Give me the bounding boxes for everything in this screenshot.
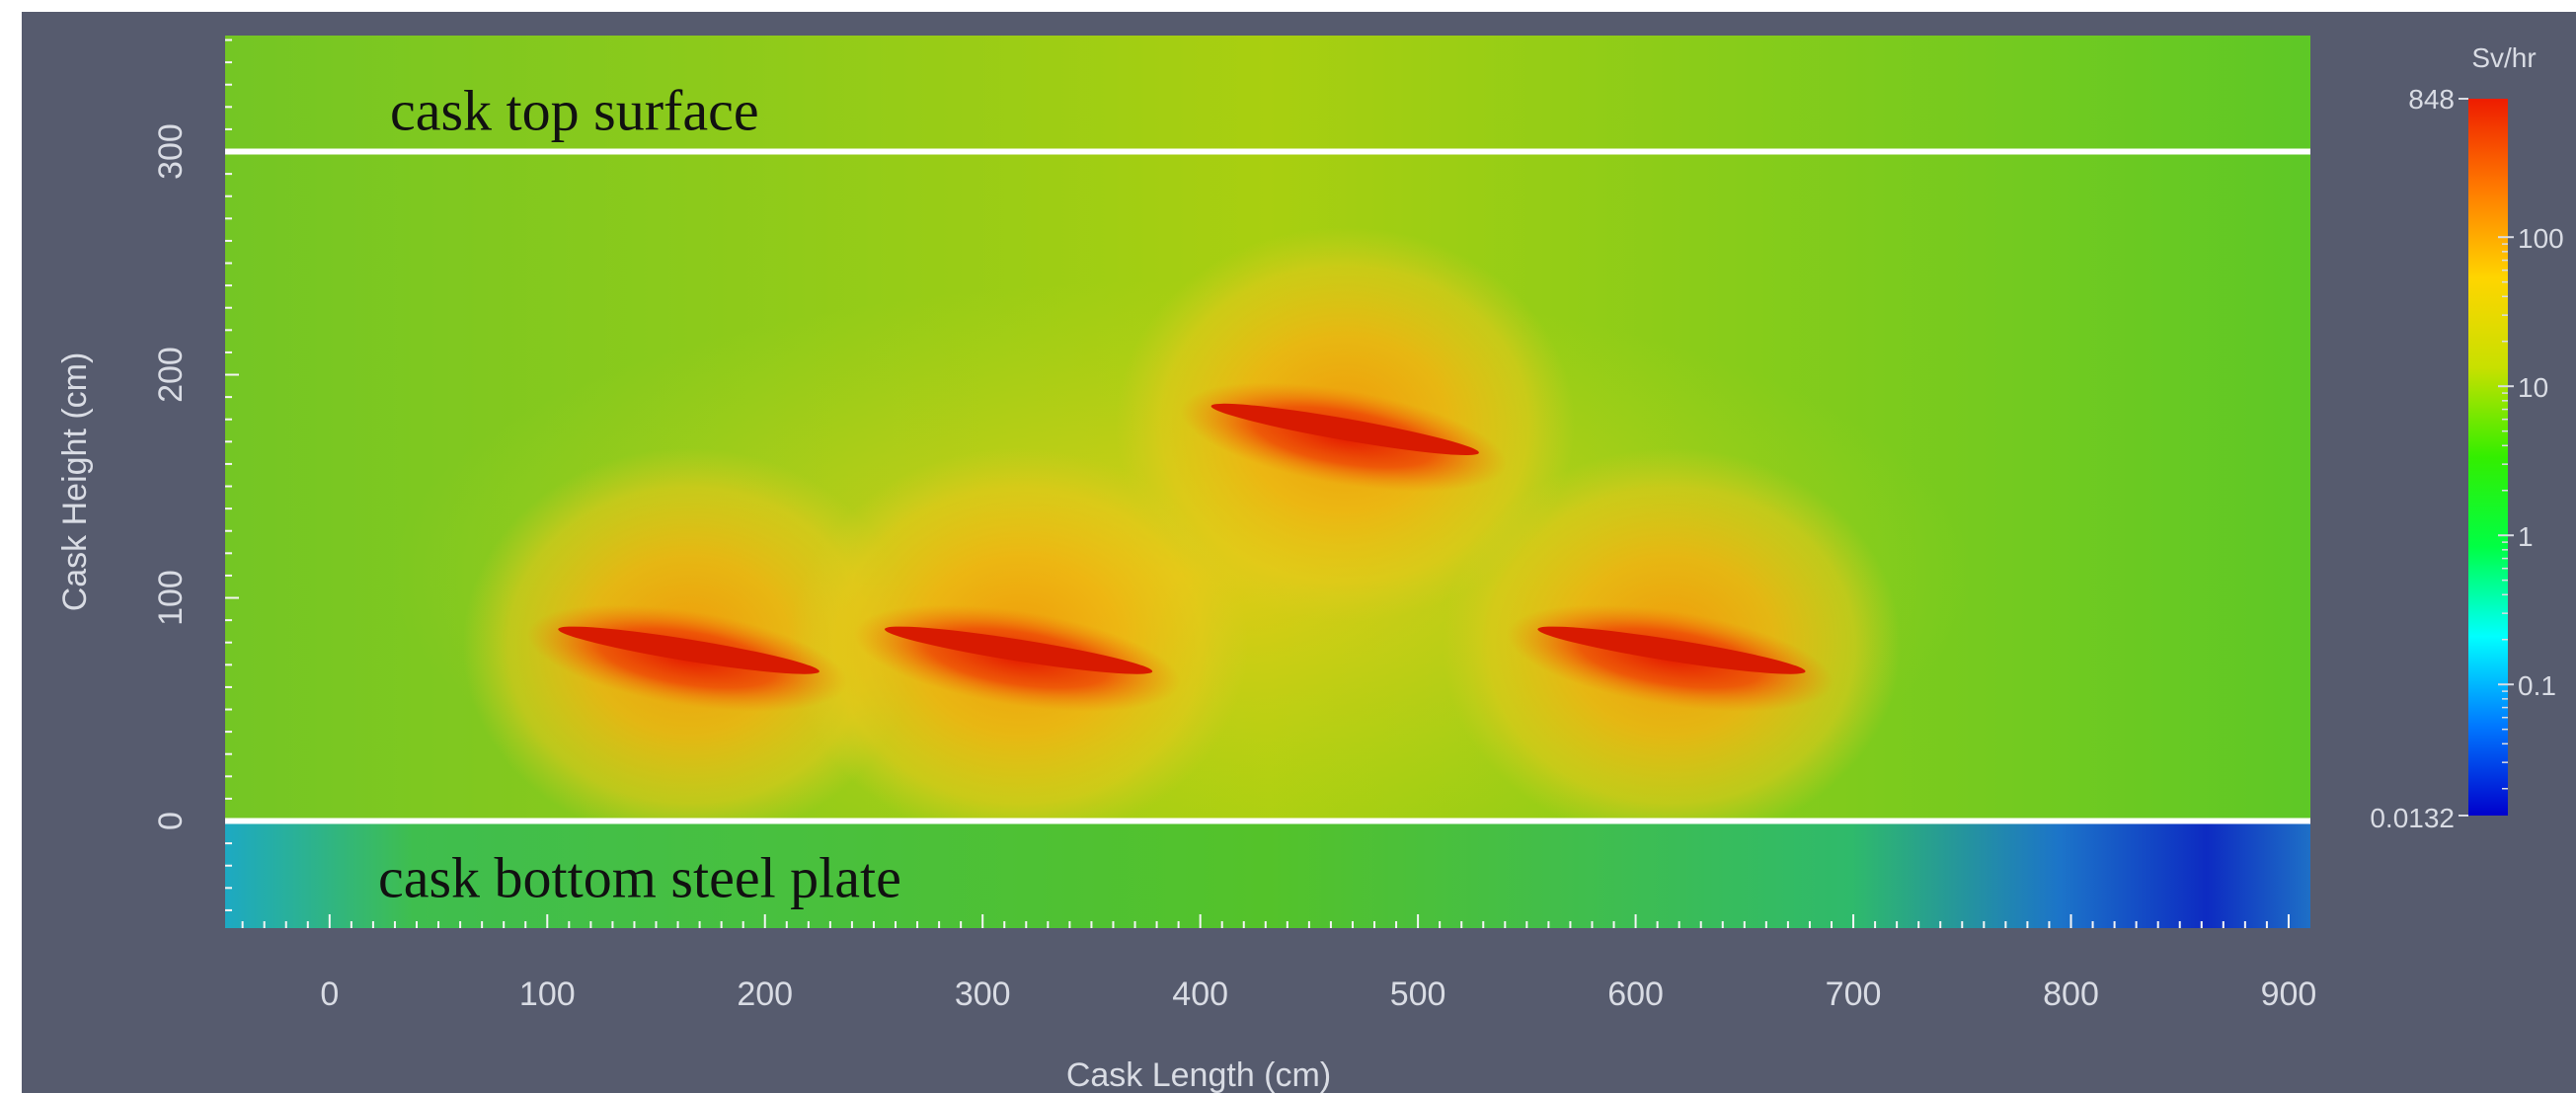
colorbar-tick-label: 10 <box>2518 372 2548 403</box>
x-tick-label: 700 <box>1826 976 1882 1013</box>
y-tick-label: 200 <box>152 347 190 403</box>
hotspot-source <box>884 626 1153 674</box>
hotspot-source <box>558 626 820 674</box>
colorbar-scale <box>2468 99 2508 816</box>
colorbar-min-label: 0.0132 <box>2370 803 2455 833</box>
x-tick-label: 900 <box>2261 976 2317 1013</box>
axis-ticks <box>225 39 2290 928</box>
x-tick-label: 800 <box>2043 976 2099 1013</box>
colorbar-tick-label: 100 <box>2518 223 2564 254</box>
colorbar-tick-label: 0.1 <box>2518 670 2556 701</box>
colorbar-max-label: 848 <box>2408 84 2455 115</box>
x-tick-label: 300 <box>955 976 1011 1013</box>
hotspot-source <box>1210 403 1479 455</box>
x-tick-label: 600 <box>1607 976 1664 1013</box>
y-axis-label: Cask Height (cm) <box>56 352 94 612</box>
x-tick-label: 100 <box>519 976 576 1013</box>
x-tick-label: 500 <box>1390 976 1446 1013</box>
y-tick-label: 300 <box>152 123 190 180</box>
x-tick-label: 200 <box>737 976 793 1013</box>
colorbar-title: Sv/hr <box>2471 42 2536 73</box>
colorbar-ticks: 100 10 1 0.1 <box>2459 98 2564 817</box>
colorbar-tick-label: 1 <box>2518 521 2534 552</box>
y-tick-labels: 0 100 200 300 <box>152 123 190 830</box>
cask-bottom-plate-label: cask bottom steel plate <box>378 846 901 910</box>
hotspot-source <box>1537 626 1806 674</box>
x-tick-label: 0 <box>320 976 339 1013</box>
x-tick-label: 400 <box>1172 976 1228 1013</box>
colorbar: Sv/hr 100 10 1 0.1 848 0.0132 <box>2370 42 2563 833</box>
x-axis-label: Cask Length (cm) <box>1066 1056 1331 1093</box>
bottom-steel-plate-region <box>225 820 2310 928</box>
y-tick-label: 100 <box>152 570 190 626</box>
y-tick-label: 0 <box>152 812 190 830</box>
plot-area <box>225 36 2310 928</box>
hotspot-cores <box>527 382 1834 712</box>
cask-top-surface-label: cask top surface <box>390 79 759 143</box>
x-tick-labels: 0 100 200 300 400 500 600 700 800 900 <box>320 976 2316 1013</box>
